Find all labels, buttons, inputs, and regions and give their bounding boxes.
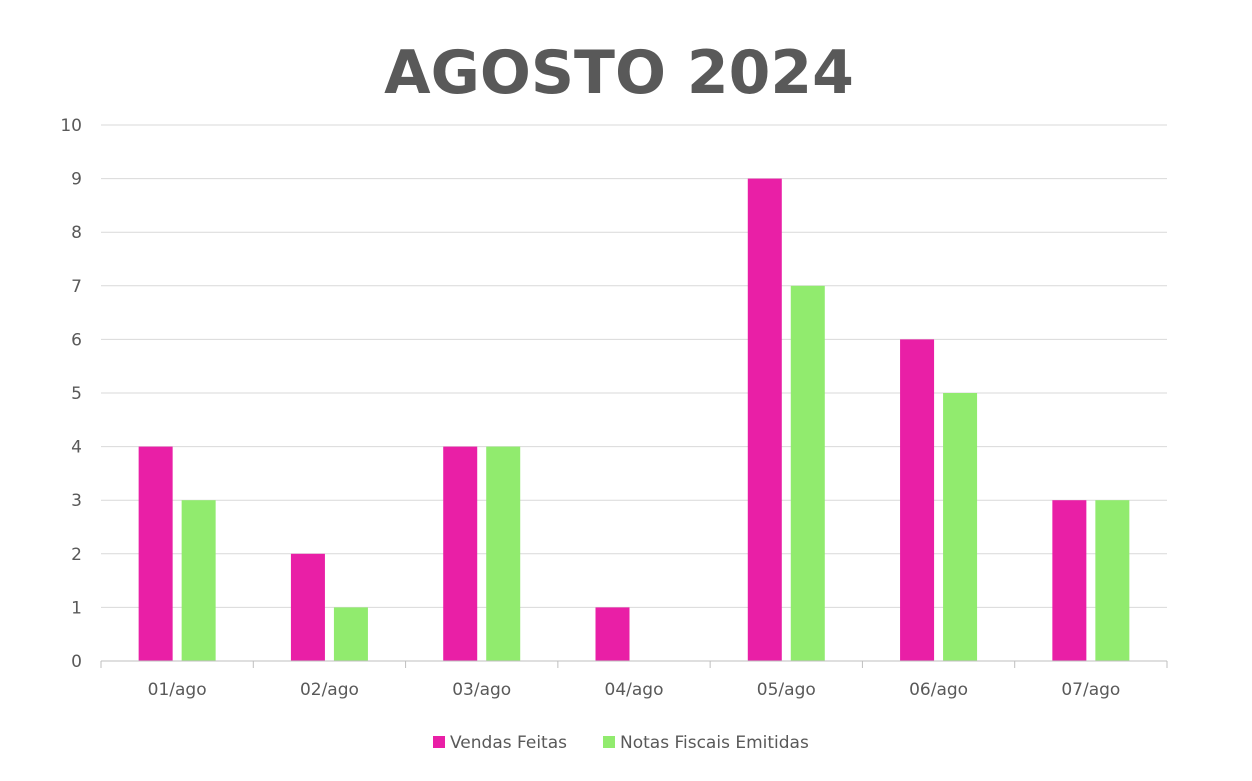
x-tick-label: 06/ago xyxy=(909,680,968,700)
x-tick-label: 01/ago xyxy=(148,680,207,700)
legend-swatch xyxy=(603,736,615,748)
y-tick-label: 3 xyxy=(71,491,82,511)
y-tick-label: 5 xyxy=(71,384,82,404)
x-tick-label: 07/ago xyxy=(1061,680,1120,700)
y-tick-label: 9 xyxy=(71,170,82,190)
bar-vendas-feitas xyxy=(138,446,173,661)
x-tick-label: 05/ago xyxy=(757,680,816,700)
bar-vendas-feitas xyxy=(1052,500,1087,661)
y-tick-label: 2 xyxy=(71,545,82,565)
bar-notas-fiscais-emitidas xyxy=(181,500,216,661)
y-tick-label: 10 xyxy=(60,116,82,136)
x-tick-label: 03/ago xyxy=(452,680,511,700)
legend: Vendas Feitas Notas Fiscais Emitidas xyxy=(433,733,809,753)
y-tick-label: 8 xyxy=(71,223,82,243)
bar-notas-fiscais-emitidas xyxy=(1095,500,1130,661)
chart-title: AGOSTO 2024 xyxy=(384,38,854,108)
bar-vendas-feitas xyxy=(595,607,630,661)
x-tick-label: 04/ago xyxy=(605,680,664,700)
bar-vendas-feitas xyxy=(900,339,935,661)
legend-label: Vendas Feitas xyxy=(450,733,567,753)
bar-notas-fiscais-emitidas xyxy=(943,393,978,661)
legend-swatch xyxy=(433,736,445,748)
gridlines xyxy=(101,124,1167,608)
bar-notas-fiscais-emitidas xyxy=(790,285,825,661)
x-axis: 01/ago 02/ago 03/ago 04/ago 05/ago 06/ago 07/a… xyxy=(100,660,1168,700)
legend-label: Notas Fiscais Emitidas xyxy=(620,733,809,753)
bar-notas-fiscais-emitidas xyxy=(486,446,521,661)
bars xyxy=(138,178,1130,661)
y-tick-label: 1 xyxy=(71,598,82,618)
y-axis: 0 1 2 3 4 5 6 7 8 9 10 xyxy=(60,116,82,672)
bar-vendas-feitas xyxy=(443,446,478,661)
x-tick-label: 02/ago xyxy=(300,680,359,700)
bar-vendas-feitas xyxy=(747,178,782,661)
bar-notas-fiscais-emitidas xyxy=(333,607,368,661)
y-tick-label: 0 xyxy=(71,652,82,672)
y-tick-label: 4 xyxy=(71,438,82,458)
y-tick-label: 6 xyxy=(71,330,82,350)
y-tick-label: 7 xyxy=(71,277,82,297)
bar-vendas-feitas xyxy=(290,553,325,661)
